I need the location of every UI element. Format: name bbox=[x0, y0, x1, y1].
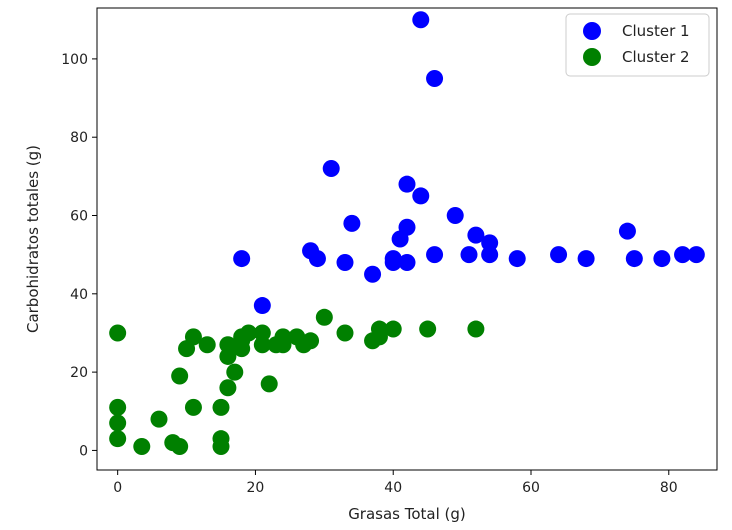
data-point-cluster-1 bbox=[412, 187, 430, 205]
legend: Cluster 1 Cluster 2 bbox=[565, 13, 710, 77]
data-point-cluster-1 bbox=[253, 297, 271, 315]
y-axis: 0 20 40 60 80 100 bbox=[61, 52, 97, 459]
data-point-cluster-2 bbox=[212, 438, 230, 456]
plot-area-frame bbox=[96, 7, 718, 471]
data-point-cluster-1 bbox=[481, 246, 499, 264]
legend-label-cluster-1: Cluster 1 bbox=[622, 22, 690, 40]
x-tick-label: 0 bbox=[113, 480, 122, 496]
data-point-cluster-1 bbox=[550, 246, 568, 264]
data-point-cluster-2 bbox=[260, 375, 278, 393]
y-tick-label: 60 bbox=[70, 209, 88, 225]
data-point-cluster-2 bbox=[364, 332, 382, 350]
data-point-cluster-1 bbox=[467, 226, 485, 244]
data-point-cluster-1 bbox=[426, 246, 444, 264]
data-point-cluster-2 bbox=[184, 398, 202, 416]
data-point-cluster-1 bbox=[391, 230, 409, 248]
data-point-cluster-1 bbox=[460, 246, 478, 264]
data-point-cluster-2 bbox=[212, 398, 230, 416]
data-point-cluster-1 bbox=[508, 250, 526, 268]
legend-box bbox=[565, 13, 710, 77]
legend-marker-cluster-2 bbox=[583, 48, 601, 66]
data-point-cluster-2 bbox=[226, 363, 244, 381]
data-point-cluster-2 bbox=[274, 336, 292, 354]
data-point-cluster-2 bbox=[419, 320, 437, 338]
data-point-cluster-2 bbox=[219, 379, 237, 397]
data-point-cluster-2 bbox=[384, 320, 402, 338]
data-point-cluster-1 bbox=[412, 11, 430, 29]
data-point-cluster-1 bbox=[481, 234, 499, 252]
y-tick-label: 0 bbox=[79, 443, 88, 459]
x-tick-label: 40 bbox=[384, 480, 402, 496]
data-point-cluster-1 bbox=[398, 253, 416, 271]
data-point-cluster-1 bbox=[625, 250, 643, 268]
x-tick-label: 20 bbox=[247, 480, 265, 496]
data-point-cluster-1 bbox=[577, 250, 595, 268]
x-tick-label: 80 bbox=[660, 480, 678, 496]
data-point-cluster-2 bbox=[109, 430, 127, 448]
legend-label-cluster-2: Cluster 2 bbox=[622, 48, 690, 66]
data-point-cluster-2 bbox=[198, 336, 216, 354]
y-axis-title: Carbohidratos totales (g) bbox=[24, 145, 42, 333]
data-point-cluster-2 bbox=[315, 308, 333, 326]
data-point-cluster-1 bbox=[384, 253, 402, 271]
data-point-cluster-1 bbox=[674, 246, 692, 264]
data-point-cluster-1 bbox=[322, 160, 340, 178]
y-tick-label: 80 bbox=[70, 130, 88, 146]
data-point-cluster-2 bbox=[178, 340, 196, 358]
x-axis: 0 20 40 60 80 bbox=[113, 470, 678, 496]
legend-marker-cluster-1 bbox=[583, 22, 601, 40]
data-point-cluster-1 bbox=[364, 265, 382, 283]
data-point-cluster-1 bbox=[398, 175, 416, 193]
data-point-cluster-2 bbox=[219, 336, 237, 354]
data-point-cluster-2 bbox=[467, 320, 485, 338]
data-point-cluster-2 bbox=[233, 340, 251, 358]
data-point-cluster-2 bbox=[150, 410, 168, 428]
data-point-cluster-1 bbox=[336, 253, 354, 271]
data-point-cluster-2 bbox=[133, 438, 151, 456]
data-point-cluster-2 bbox=[109, 324, 127, 342]
data-point-cluster-2 bbox=[219, 347, 237, 365]
data-point-cluster-2 bbox=[253, 324, 271, 342]
y-tick-label: 100 bbox=[61, 52, 88, 68]
data-point-cluster-2 bbox=[336, 324, 354, 342]
data-point-cluster-2 bbox=[109, 414, 127, 432]
x-axis-title: Grasas Total (g) bbox=[348, 505, 466, 523]
y-tick-label: 40 bbox=[70, 287, 88, 303]
data-point-cluster-1 bbox=[426, 69, 444, 87]
data-point-cluster-1 bbox=[343, 214, 361, 232]
data-point-cluster-2 bbox=[109, 398, 127, 416]
data-point-cluster-2 bbox=[295, 336, 313, 354]
y-tick-label: 20 bbox=[70, 365, 88, 381]
data-point-cluster-1 bbox=[446, 207, 464, 225]
data-point-cluster-2 bbox=[253, 336, 271, 354]
data-point-cluster-1 bbox=[308, 250, 326, 268]
data-point-cluster-2 bbox=[171, 438, 189, 456]
data-point-cluster-1 bbox=[653, 250, 671, 268]
x-tick-label: 60 bbox=[522, 480, 540, 496]
data-point-cluster-1 bbox=[687, 246, 705, 264]
data-point-cluster-2 bbox=[171, 367, 189, 385]
data-point-cluster-1 bbox=[618, 222, 636, 240]
points-layer bbox=[109, 11, 705, 456]
data-point-cluster-1 bbox=[233, 250, 251, 268]
